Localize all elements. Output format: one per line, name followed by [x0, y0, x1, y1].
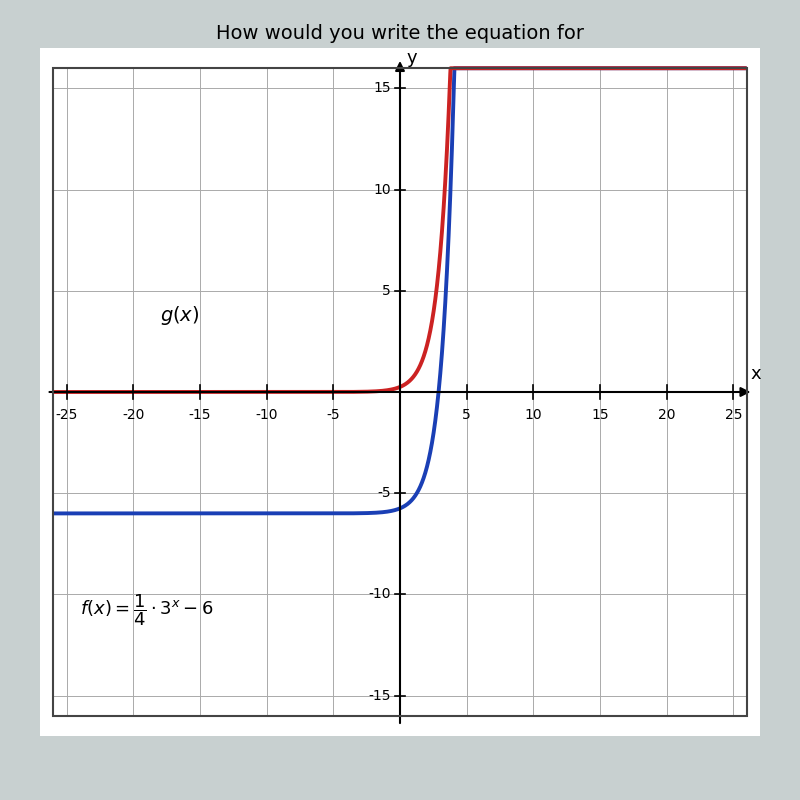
Text: -25: -25 [55, 408, 78, 422]
Text: 10: 10 [525, 408, 542, 422]
Text: x: x [750, 365, 762, 382]
Text: 5: 5 [462, 408, 471, 422]
Text: -5: -5 [326, 408, 340, 422]
Text: -15: -15 [368, 689, 390, 702]
Text: -10: -10 [368, 587, 390, 602]
Text: 15: 15 [373, 82, 390, 95]
Text: How would you write the equation for: How would you write the equation for [216, 24, 584, 43]
Text: -15: -15 [189, 408, 211, 422]
Text: 10: 10 [373, 182, 390, 197]
Text: $g(x)$: $g(x)$ [160, 304, 199, 327]
Text: -10: -10 [255, 408, 278, 422]
Text: 15: 15 [591, 408, 609, 422]
Text: -20: -20 [122, 408, 145, 422]
Text: 20: 20 [658, 408, 675, 422]
Text: y: y [406, 49, 418, 67]
Text: $f(x) = \dfrac{1}{4} \cdot 3^x - 6$: $f(x) = \dfrac{1}{4} \cdot 3^x - 6$ [80, 592, 214, 627]
Text: -5: -5 [377, 486, 390, 500]
Text: 25: 25 [725, 408, 742, 422]
Text: 5: 5 [382, 284, 390, 298]
